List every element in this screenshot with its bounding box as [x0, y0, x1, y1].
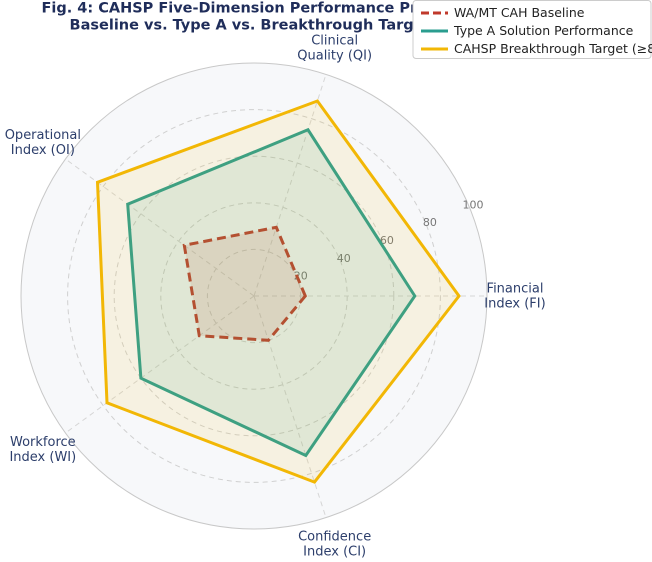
r-tick-label: 80 — [423, 216, 437, 229]
category-label: Workforce Index (WI) — [9, 434, 76, 464]
legend-label: CAHSP Breakthrough Target (≥85) — [454, 41, 652, 56]
grid-circle — [67, 109, 441, 483]
series-line — [182, 225, 308, 342]
axis-spoke — [65, 158, 255, 297]
series-line — [126, 127, 417, 458]
category-label: Operational Index (OI) — [5, 128, 81, 158]
chart-title: Fig. 4: CAHSP Five-Dimension Performance… — [41, 1, 458, 34]
axis-spoke — [253, 74, 327, 297]
category-label: Confidence Index (CI) — [298, 529, 371, 559]
r-tick-label: 60 — [380, 234, 394, 247]
series-area — [97, 101, 459, 483]
r-tick-label: 40 — [337, 252, 351, 265]
axis-spoke — [65, 295, 255, 434]
legend-box — [412, 0, 652, 59]
category-label: Clinical Quality (QI) — [297, 33, 372, 63]
series-line — [95, 99, 461, 484]
series-area — [127, 129, 415, 456]
r-tick-label: 100 — [462, 198, 483, 211]
legend-label: Type A Solution Performance — [453, 23, 634, 38]
series-area — [184, 227, 306, 341]
legend-label: WA/MT CAH Baseline — [454, 5, 585, 20]
category-label: Financial Index (FI) — [484, 281, 545, 311]
legend: WA/MT CAH Baseline Type A Solution Perfor… — [412, 0, 652, 59]
grid-circle — [20, 62, 488, 530]
axis-spoke — [253, 295, 327, 518]
